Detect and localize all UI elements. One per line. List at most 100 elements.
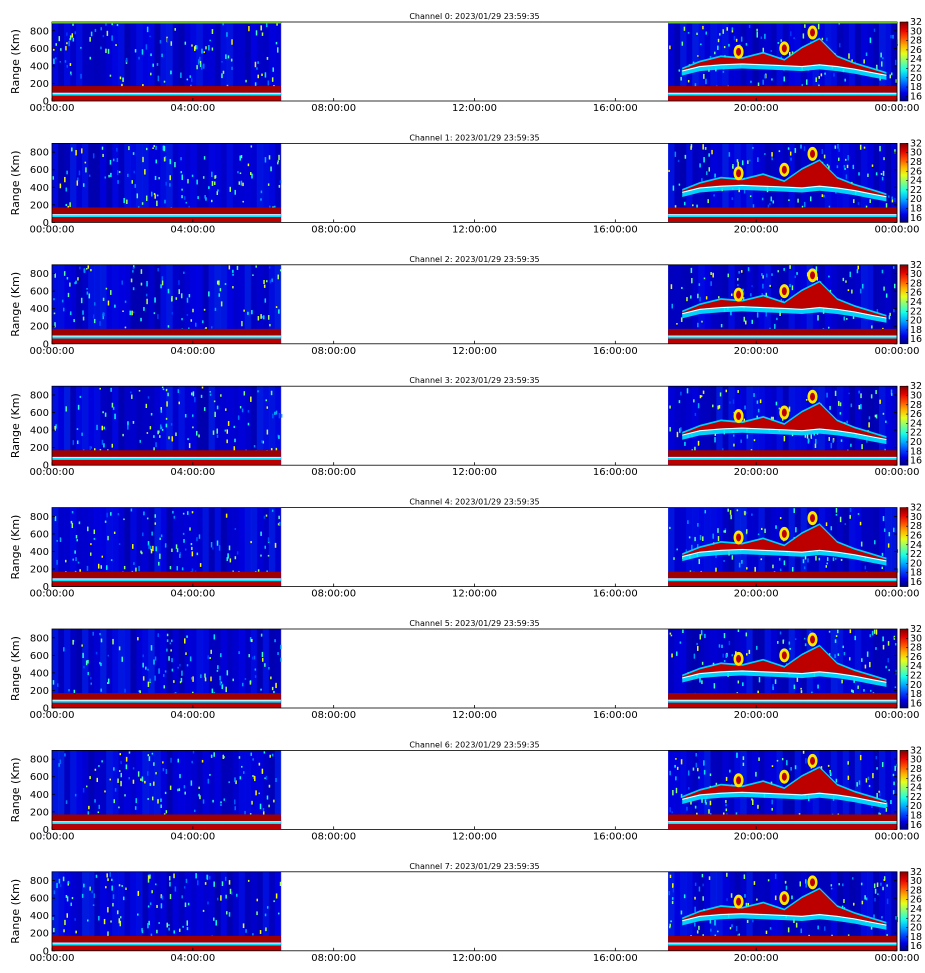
noise-echo — [153, 312, 156, 315]
noise-echo — [114, 413, 116, 420]
heatmap-cell — [118, 629, 125, 708]
noise-echo — [94, 768, 97, 771]
noise-echo — [159, 435, 161, 438]
heatmap-cell — [76, 871, 83, 951]
y-tick-label: 400 — [30, 183, 49, 194]
noise-echo — [874, 888, 877, 894]
noise-echo — [736, 159, 739, 163]
noise-echo — [702, 883, 704, 887]
noise-echo — [123, 518, 125, 521]
noise-echo — [163, 674, 165, 677]
noise-echo — [251, 173, 253, 179]
heatmap-cell — [274, 143, 282, 223]
noise-echo — [112, 638, 114, 645]
colorbar-tick-label: 22 — [910, 913, 922, 924]
colorbar-tick-label: 30 — [910, 512, 922, 523]
noise-echo — [788, 641, 791, 645]
heatmap-cell — [58, 386, 65, 466]
noise-echo — [856, 782, 858, 787]
noise-echo — [697, 55, 699, 57]
noise-echo — [774, 873, 777, 879]
noise-echo — [177, 758, 180, 763]
noise-echo — [696, 767, 699, 772]
noise-echo — [162, 388, 165, 391]
heatmap-cell — [64, 22, 71, 101]
noise-echo — [187, 438, 189, 441]
noise-echo — [848, 392, 850, 395]
noise-echo — [225, 513, 228, 518]
noise-echo — [63, 647, 65, 652]
noise-echo — [243, 309, 245, 312]
noise-echo — [97, 811, 100, 814]
y-tick-label: 400 — [30, 911, 49, 922]
colorbar-tick-label: 16 — [910, 941, 922, 952]
heatmap-cell — [238, 22, 246, 101]
noise-echo — [252, 775, 254, 777]
colorbar-tick-label: 30 — [910, 755, 922, 766]
noise-echo — [802, 750, 805, 754]
noise-echo — [889, 312, 891, 316]
noise-echo — [163, 145, 165, 152]
heatmap-cell — [160, 871, 167, 951]
noise-echo — [103, 312, 105, 317]
colorbar-tick-label: 16 — [910, 91, 922, 102]
noise-echo — [889, 74, 892, 79]
noise-echo — [155, 159, 157, 164]
heatmap-cell — [178, 629, 185, 708]
noise-echo — [145, 44, 148, 50]
noise-echo — [669, 807, 671, 813]
noise-echo — [196, 552, 199, 556]
x-tick-label: 00:00:00 — [875, 953, 920, 964]
noise-echo — [696, 812, 698, 816]
noise-echo — [723, 560, 725, 562]
noise-echo — [747, 902, 750, 907]
noise-echo — [888, 315, 891, 320]
heatmap-cell — [256, 507, 264, 587]
noise-echo — [71, 510, 74, 514]
noise-echo — [828, 275, 830, 278]
clutter-band-middle — [52, 457, 281, 460]
heatmap-cell — [220, 507, 228, 587]
noise-echo — [231, 39, 233, 45]
y-tick-label: 0 — [43, 704, 49, 715]
heatmap-cell — [250, 143, 258, 223]
noise-echo — [157, 314, 159, 320]
noise-echo — [197, 59, 200, 65]
clutter-band-upper — [52, 207, 281, 215]
plume-core — [810, 635, 815, 644]
heatmap-cell — [166, 143, 173, 223]
heatmap-cell — [872, 143, 880, 223]
noise-echo — [153, 659, 155, 665]
plume-core — [781, 287, 787, 296]
noise-echo — [134, 49, 137, 53]
noise-echo — [769, 284, 771, 287]
heatmap-cell — [884, 264, 892, 344]
heatmap-cell — [58, 871, 65, 951]
noise-echo — [249, 637, 252, 642]
clutter-edge — [668, 214, 897, 216]
heatmap-cell — [854, 264, 862, 344]
noise-echo — [891, 196, 893, 200]
y-axis-label: Range (Km) — [9, 636, 22, 701]
noise-echo — [199, 60, 202, 64]
noise-echo — [196, 179, 198, 185]
heatmap-cell — [76, 143, 83, 223]
noise-echo — [847, 775, 850, 780]
noise-echo — [714, 920, 716, 926]
heatmap-cell — [88, 264, 95, 344]
heatmap-cell — [118, 264, 125, 344]
noise-echo — [278, 184, 281, 188]
noise-echo — [670, 284, 673, 290]
noise-echo — [746, 919, 749, 923]
noise-echo — [718, 296, 720, 299]
noise-echo — [762, 47, 765, 53]
colorbar-tick-label: 20 — [910, 316, 922, 327]
colorbar-tick-label: 32 — [910, 745, 922, 756]
noise-echo — [227, 553, 229, 559]
noise-echo — [171, 436, 174, 442]
clutter-band-lower — [668, 217, 897, 223]
noise-echo — [794, 765, 797, 770]
noise-echo — [87, 265, 90, 269]
